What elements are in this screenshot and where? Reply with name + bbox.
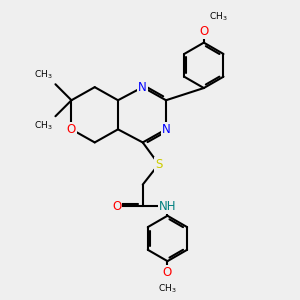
- Text: O: O: [67, 123, 76, 136]
- Text: O: O: [112, 200, 121, 213]
- Text: S: S: [155, 158, 162, 171]
- Text: N: N: [162, 123, 170, 136]
- Text: CH$_3$: CH$_3$: [209, 11, 228, 23]
- Text: NH: NH: [159, 200, 176, 213]
- Text: CH$_3$: CH$_3$: [34, 69, 53, 81]
- Text: CH$_3$: CH$_3$: [158, 282, 177, 295]
- Text: O: O: [199, 25, 208, 38]
- Text: O: O: [163, 266, 172, 279]
- Text: CH$_3$: CH$_3$: [34, 119, 53, 132]
- Text: N: N: [138, 81, 147, 94]
